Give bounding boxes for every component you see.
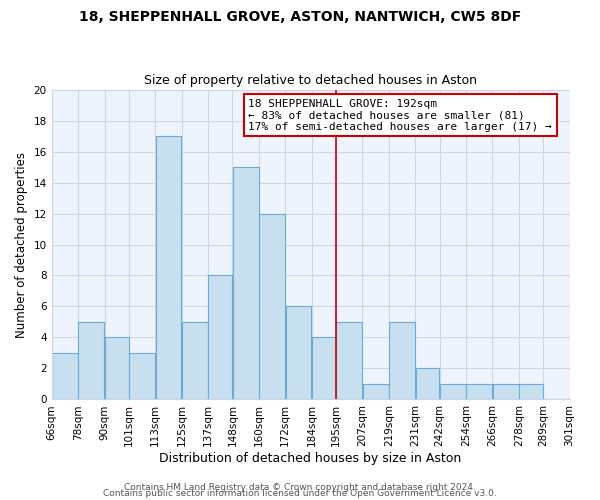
Text: 18 SHEPPENHALL GROVE: 192sqm
← 83% of detached houses are smaller (81)
17% of se: 18 SHEPPENHALL GROVE: 192sqm ← 83% of de… (248, 99, 552, 132)
Bar (155, 136, 181, 400)
Bar (416, 368, 439, 400)
Bar (259, 214, 285, 400)
Bar (233, 167, 259, 400)
Bar (208, 276, 232, 400)
Bar (466, 384, 492, 400)
Bar (440, 384, 466, 400)
Bar (312, 338, 336, 400)
Bar (79, 322, 104, 400)
Bar (182, 322, 208, 400)
Bar (52, 353, 78, 400)
Text: Contains public sector information licensed under the Open Government Licence v3: Contains public sector information licen… (103, 490, 497, 498)
Text: Contains HM Land Registry data © Crown copyright and database right 2024.: Contains HM Land Registry data © Crown c… (124, 484, 476, 492)
Bar (519, 384, 543, 400)
X-axis label: Distribution of detached houses by size in Aston: Distribution of detached houses by size … (160, 452, 462, 465)
Bar (286, 306, 311, 400)
Bar (389, 322, 415, 400)
Title: Size of property relative to detached houses in Aston: Size of property relative to detached ho… (144, 74, 477, 87)
Bar (362, 384, 389, 400)
Text: 18, SHEPPENHALL GROVE, ASTON, NANTWICH, CW5 8DF: 18, SHEPPENHALL GROVE, ASTON, NANTWICH, … (79, 10, 521, 24)
Bar (129, 353, 155, 400)
Y-axis label: Number of detached properties: Number of detached properties (15, 152, 28, 338)
Bar (105, 338, 128, 400)
Bar (493, 384, 518, 400)
Bar (336, 322, 362, 400)
